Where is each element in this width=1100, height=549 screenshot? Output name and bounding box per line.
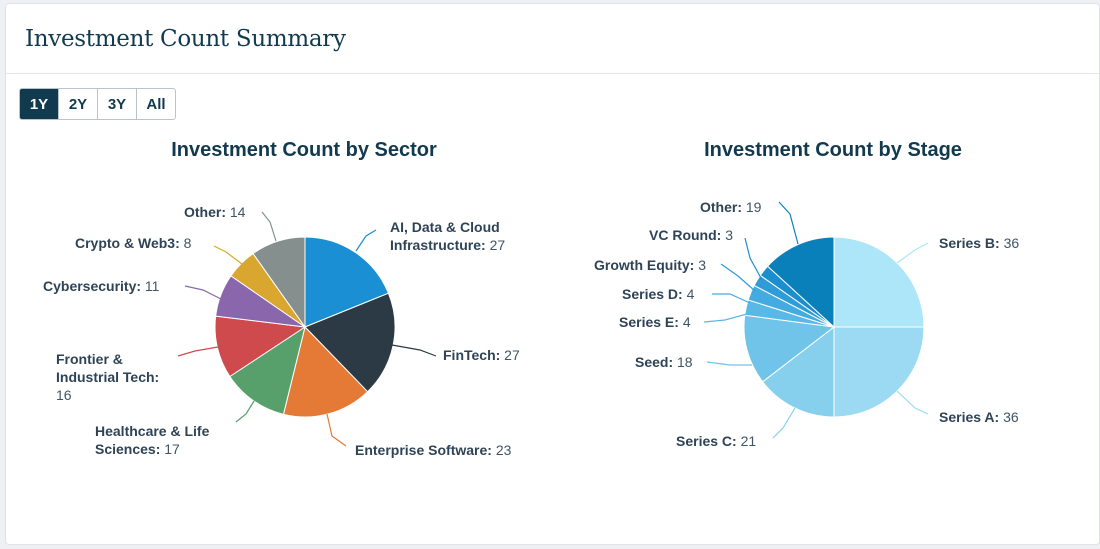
- sector-leader-other: [261, 211, 277, 242]
- stage-slice-seed[interactable]: [743, 314, 836, 383]
- sector-leader-crypto-web3: [213, 245, 243, 265]
- stage-label-series-e: Series E: 4: [619, 314, 691, 330]
- stage-label-seed: Seed: 18: [635, 354, 693, 370]
- stage-label-series-c: Series C: 21: [676, 433, 756, 449]
- sector-label-other: Other: 14: [184, 204, 246, 220]
- sector-chart-title: Investment Count by Sector: [171, 139, 437, 161]
- sector-leader-ai-data-cloud-infrastructure: [355, 229, 377, 252]
- stage-label-growth-equity: Growth Equity: 3: [594, 257, 706, 273]
- sector-slice-other[interactable]: [252, 236, 306, 329]
- range-button-2y[interactable]: 2Y: [59, 89, 98, 119]
- stage-leader-series-a: [896, 390, 929, 415]
- stage-slice-series-c[interactable]: [761, 325, 835, 418]
- card-header: Investment Count Summary: [6, 4, 1099, 74]
- sector-leader-cybersecurity: [184, 285, 222, 300]
- sector-leader-frontier-industrial-tech: [177, 346, 219, 357]
- sector-leader-healthcare-life-sciences: [235, 400, 255, 423]
- sector-label-crypto-web3: Crypto & Web3: 8: [75, 235, 192, 251]
- stage-label-series-b: Series B: 36: [939, 235, 1019, 251]
- sector-label-frontier-industrial-tech: Frontier & Industrial Tech: 16: [56, 351, 159, 403]
- stage-chart-title: Investment Count by Stage: [704, 139, 962, 161]
- stage-leader-series-d: [712, 293, 751, 304]
- sector-slice-healthcare-life-sciences[interactable]: [229, 325, 306, 415]
- stage-leader-series-c: [772, 407, 796, 439]
- stage-label-series-a: Series A: 36: [939, 409, 1019, 425]
- sector-slice-enterprise-software[interactable]: [282, 326, 369, 418]
- stage-slice-series-a[interactable]: [833, 326, 925, 418]
- sector-slice-ai-data-cloud-infrastructure[interactable]: [304, 236, 390, 328]
- sector-leader-fintech: [391, 344, 437, 357]
- range-button-all[interactable]: All: [137, 89, 175, 119]
- stage-leader-other: [778, 201, 799, 245]
- sector-label-enterprise-software: Enterprise Software: 23: [355, 442, 512, 458]
- stage-slice-other[interactable]: [766, 236, 835, 329]
- sector-leader-enterprise-software: [326, 413, 347, 447]
- investment-summary-card: Investment Count Summary: [5, 3, 1100, 545]
- stage-leader-series-b: [896, 242, 929, 264]
- sector-label-ai-data-cloud-infrastructure: AI, Data & Cloud Infrastructure: 27: [390, 219, 505, 253]
- stage-label-other: Other: 19: [700, 199, 762, 215]
- sector-label-healthcare-life-sciences: Healthcare & Life Sciences: 17: [95, 423, 210, 457]
- stage-leader-series-e: [703, 313, 748, 323]
- stage-slice-series-b[interactable]: [833, 236, 925, 328]
- stage-leader-vc-round: [744, 237, 763, 281]
- time-range-selector: 1Y 2Y 3Y All: [19, 88, 176, 120]
- range-button-1y[interactable]: 1Y: [20, 89, 59, 119]
- stage-label-vc-round: VC Round: 3: [649, 227, 733, 243]
- stage-leader-seed: [706, 361, 752, 366]
- sector-label-cybersecurity: Cybersecurity: 11: [43, 278, 160, 294]
- stage-leader-growth-equity: [720, 263, 756, 292]
- sector-label-fintech: FinTech: 27: [443, 347, 520, 363]
- page-title: Investment Count Summary: [25, 25, 346, 52]
- stage-label-series-d: Series D: 4: [622, 286, 695, 302]
- range-button-3y[interactable]: 3Y: [98, 89, 137, 119]
